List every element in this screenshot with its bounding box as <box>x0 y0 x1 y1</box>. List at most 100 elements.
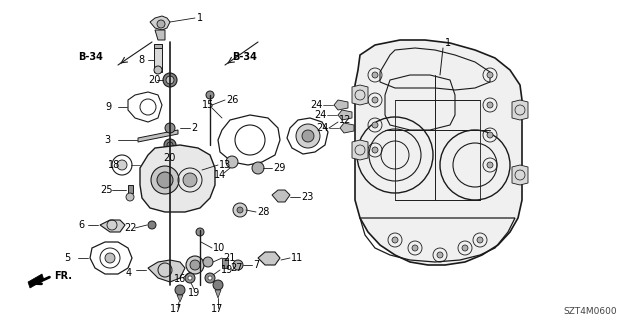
Circle shape <box>163 73 177 87</box>
Text: 3: 3 <box>104 135 110 145</box>
Text: 23: 23 <box>301 192 314 202</box>
Text: 1: 1 <box>197 13 203 23</box>
Text: 17: 17 <box>170 304 182 314</box>
Text: 15: 15 <box>202 100 214 110</box>
Text: 29: 29 <box>273 163 285 173</box>
Circle shape <box>188 276 192 280</box>
Text: 19: 19 <box>188 288 200 298</box>
Circle shape <box>237 207 243 213</box>
Polygon shape <box>512 165 528 185</box>
Circle shape <box>372 122 378 128</box>
Circle shape <box>233 203 247 217</box>
Circle shape <box>183 173 197 187</box>
Text: 14: 14 <box>214 170 227 180</box>
Circle shape <box>205 273 215 283</box>
Text: 5: 5 <box>64 253 70 263</box>
Circle shape <box>165 123 175 133</box>
Circle shape <box>462 245 468 251</box>
Circle shape <box>437 252 443 258</box>
Circle shape <box>477 237 483 243</box>
Circle shape <box>226 156 238 168</box>
Circle shape <box>208 276 212 280</box>
Text: 18: 18 <box>108 160 120 170</box>
Circle shape <box>151 166 179 194</box>
Circle shape <box>117 160 127 170</box>
Circle shape <box>487 162 493 168</box>
Polygon shape <box>338 110 352 120</box>
Polygon shape <box>154 44 162 48</box>
Text: 16: 16 <box>174 274 186 284</box>
Text: B-34: B-34 <box>232 52 257 62</box>
Polygon shape <box>138 130 178 142</box>
Polygon shape <box>154 44 162 72</box>
Circle shape <box>206 91 214 99</box>
Text: 9: 9 <box>105 102 111 112</box>
Circle shape <box>105 253 115 263</box>
Polygon shape <box>352 140 368 160</box>
Polygon shape <box>355 40 522 265</box>
Circle shape <box>196 228 204 236</box>
Circle shape <box>157 172 173 188</box>
Text: 24: 24 <box>310 100 323 110</box>
Circle shape <box>296 124 320 148</box>
Circle shape <box>372 147 378 153</box>
Circle shape <box>487 72 493 78</box>
Text: 28: 28 <box>257 207 269 217</box>
Polygon shape <box>150 16 170 30</box>
Text: 17: 17 <box>211 304 223 314</box>
Circle shape <box>213 280 223 290</box>
Polygon shape <box>215 290 221 298</box>
Text: 12: 12 <box>339 115 351 125</box>
Text: SZT4M0600: SZT4M0600 <box>563 307 617 315</box>
Text: 10: 10 <box>213 243 225 253</box>
Text: 4: 4 <box>126 268 132 278</box>
Circle shape <box>148 221 156 229</box>
Circle shape <box>487 132 493 138</box>
Polygon shape <box>272 190 290 202</box>
Polygon shape <box>140 145 215 212</box>
Circle shape <box>203 257 213 267</box>
Text: 20: 20 <box>163 153 175 163</box>
Polygon shape <box>155 30 165 40</box>
Text: 24: 24 <box>316 123 328 133</box>
Circle shape <box>166 76 174 84</box>
Text: B-34: B-34 <box>78 52 103 62</box>
Polygon shape <box>148 260 185 282</box>
Circle shape <box>190 260 200 270</box>
Text: 25: 25 <box>100 185 113 195</box>
Polygon shape <box>100 220 125 232</box>
Text: 19: 19 <box>221 265 233 275</box>
Circle shape <box>372 97 378 103</box>
Polygon shape <box>177 295 183 302</box>
Text: 2: 2 <box>191 123 197 133</box>
Circle shape <box>185 273 195 283</box>
Text: 27: 27 <box>230 263 243 273</box>
Polygon shape <box>340 123 354 133</box>
Text: 8: 8 <box>138 55 144 65</box>
Circle shape <box>164 139 176 151</box>
Text: 20: 20 <box>148 75 161 85</box>
Polygon shape <box>258 252 280 265</box>
Text: 26: 26 <box>226 95 238 105</box>
Circle shape <box>126 193 134 201</box>
Text: 1: 1 <box>445 38 451 48</box>
Text: 6: 6 <box>78 220 84 230</box>
Polygon shape <box>352 85 368 105</box>
Text: FR.: FR. <box>54 271 72 281</box>
Circle shape <box>175 285 185 295</box>
Circle shape <box>302 130 314 142</box>
Circle shape <box>412 245 418 251</box>
Text: 24: 24 <box>314 110 326 120</box>
Circle shape <box>233 260 243 270</box>
Text: 11: 11 <box>291 253 303 263</box>
Circle shape <box>252 162 264 174</box>
Text: 7: 7 <box>253 260 259 270</box>
Text: 13: 13 <box>219 160 231 170</box>
Circle shape <box>372 72 378 78</box>
Text: 21: 21 <box>223 253 236 263</box>
Polygon shape <box>128 185 133 193</box>
Polygon shape <box>28 274 44 288</box>
Circle shape <box>154 66 162 74</box>
Circle shape <box>487 102 493 108</box>
Text: 22: 22 <box>124 223 136 233</box>
